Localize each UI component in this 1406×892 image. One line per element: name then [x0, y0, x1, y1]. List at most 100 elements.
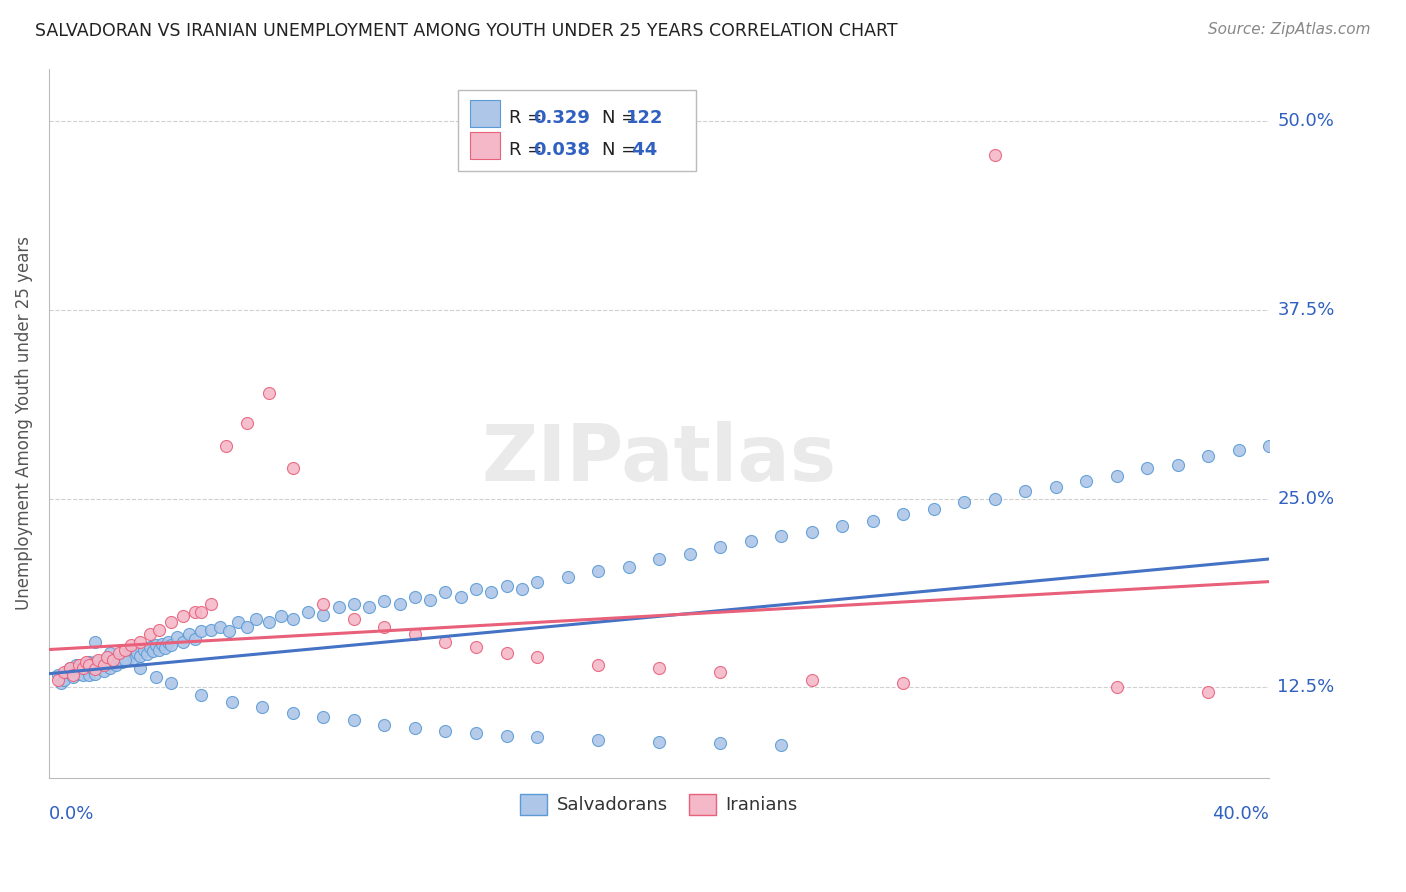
Point — [150, 636, 173, 650]
Point — [465, 640, 488, 654]
Point — [586, 657, 609, 672]
Point — [108, 651, 131, 665]
Point — [465, 582, 488, 597]
Point — [800, 524, 823, 539]
Point — [114, 653, 136, 667]
Point — [245, 612, 267, 626]
Point — [226, 615, 249, 630]
Point — [343, 612, 366, 626]
Point — [312, 597, 335, 611]
Point — [769, 529, 792, 543]
Point — [56, 665, 79, 680]
Point — [153, 640, 176, 655]
Point — [281, 706, 304, 720]
Point — [101, 653, 124, 667]
Point — [1227, 443, 1250, 458]
Point — [586, 733, 609, 747]
Point — [46, 668, 69, 682]
Point — [450, 590, 472, 604]
Point — [1045, 479, 1067, 493]
Text: 0.329: 0.329 — [533, 109, 591, 128]
Point — [132, 642, 155, 657]
Text: 0.038: 0.038 — [533, 141, 591, 159]
Point — [148, 642, 170, 657]
Point — [190, 605, 212, 619]
Point — [190, 624, 212, 639]
Point — [145, 670, 167, 684]
Point — [359, 600, 381, 615]
Point — [328, 600, 350, 615]
Point — [1197, 685, 1219, 699]
Point — [373, 594, 395, 608]
Point — [270, 609, 292, 624]
Text: 25.0%: 25.0% — [1278, 490, 1334, 508]
Point — [72, 668, 94, 682]
Point — [87, 660, 110, 674]
FancyBboxPatch shape — [470, 100, 501, 127]
Point — [72, 657, 94, 672]
Point — [236, 416, 259, 430]
Point — [53, 665, 76, 680]
Point — [120, 638, 142, 652]
Point — [105, 657, 128, 672]
Point — [200, 597, 222, 611]
Point — [93, 664, 115, 678]
Point — [221, 695, 243, 709]
Text: 0.0%: 0.0% — [49, 805, 94, 823]
Point — [983, 491, 1005, 506]
Point — [83, 635, 105, 649]
Point — [953, 494, 976, 508]
Point — [156, 635, 179, 649]
Point — [98, 660, 121, 674]
Point — [1074, 474, 1097, 488]
Point — [129, 648, 152, 663]
Point — [114, 647, 136, 661]
Text: Source: ZipAtlas.com: Source: ZipAtlas.com — [1208, 22, 1371, 37]
Point — [312, 607, 335, 622]
Point — [166, 631, 188, 645]
Y-axis label: Unemployment Among Youth under 25 years: Unemployment Among Youth under 25 years — [15, 236, 32, 610]
Point — [831, 518, 853, 533]
Point — [184, 605, 207, 619]
Point — [373, 718, 395, 732]
Point — [142, 644, 165, 658]
Point — [215, 439, 238, 453]
Text: N =: N = — [602, 141, 641, 159]
Point — [1167, 458, 1189, 473]
Point — [160, 638, 183, 652]
Point — [257, 615, 280, 630]
Point — [135, 647, 157, 661]
Point — [53, 673, 76, 687]
Point — [72, 660, 94, 674]
Point — [252, 699, 274, 714]
Point — [83, 662, 105, 676]
Point — [404, 627, 426, 641]
Point — [557, 570, 579, 584]
Point — [77, 657, 100, 672]
Point — [891, 675, 914, 690]
Point — [129, 635, 152, 649]
Point — [69, 666, 91, 681]
Point — [526, 730, 548, 744]
Point — [148, 623, 170, 637]
Point — [59, 660, 82, 674]
Point — [51, 675, 73, 690]
Point — [419, 592, 441, 607]
Point — [124, 651, 146, 665]
Point — [179, 627, 201, 641]
Point — [77, 655, 100, 669]
Point — [127, 646, 149, 660]
Point — [172, 635, 194, 649]
Point — [281, 461, 304, 475]
Point — [297, 605, 319, 619]
Point — [120, 646, 142, 660]
Point — [343, 714, 366, 728]
Text: ZIPatlas: ZIPatlas — [481, 421, 837, 497]
Point — [648, 660, 671, 674]
FancyBboxPatch shape — [458, 90, 696, 171]
Point — [769, 738, 792, 752]
Point — [138, 627, 160, 641]
Point — [75, 655, 97, 669]
Text: N =: N = — [602, 109, 641, 128]
Point — [678, 548, 700, 562]
